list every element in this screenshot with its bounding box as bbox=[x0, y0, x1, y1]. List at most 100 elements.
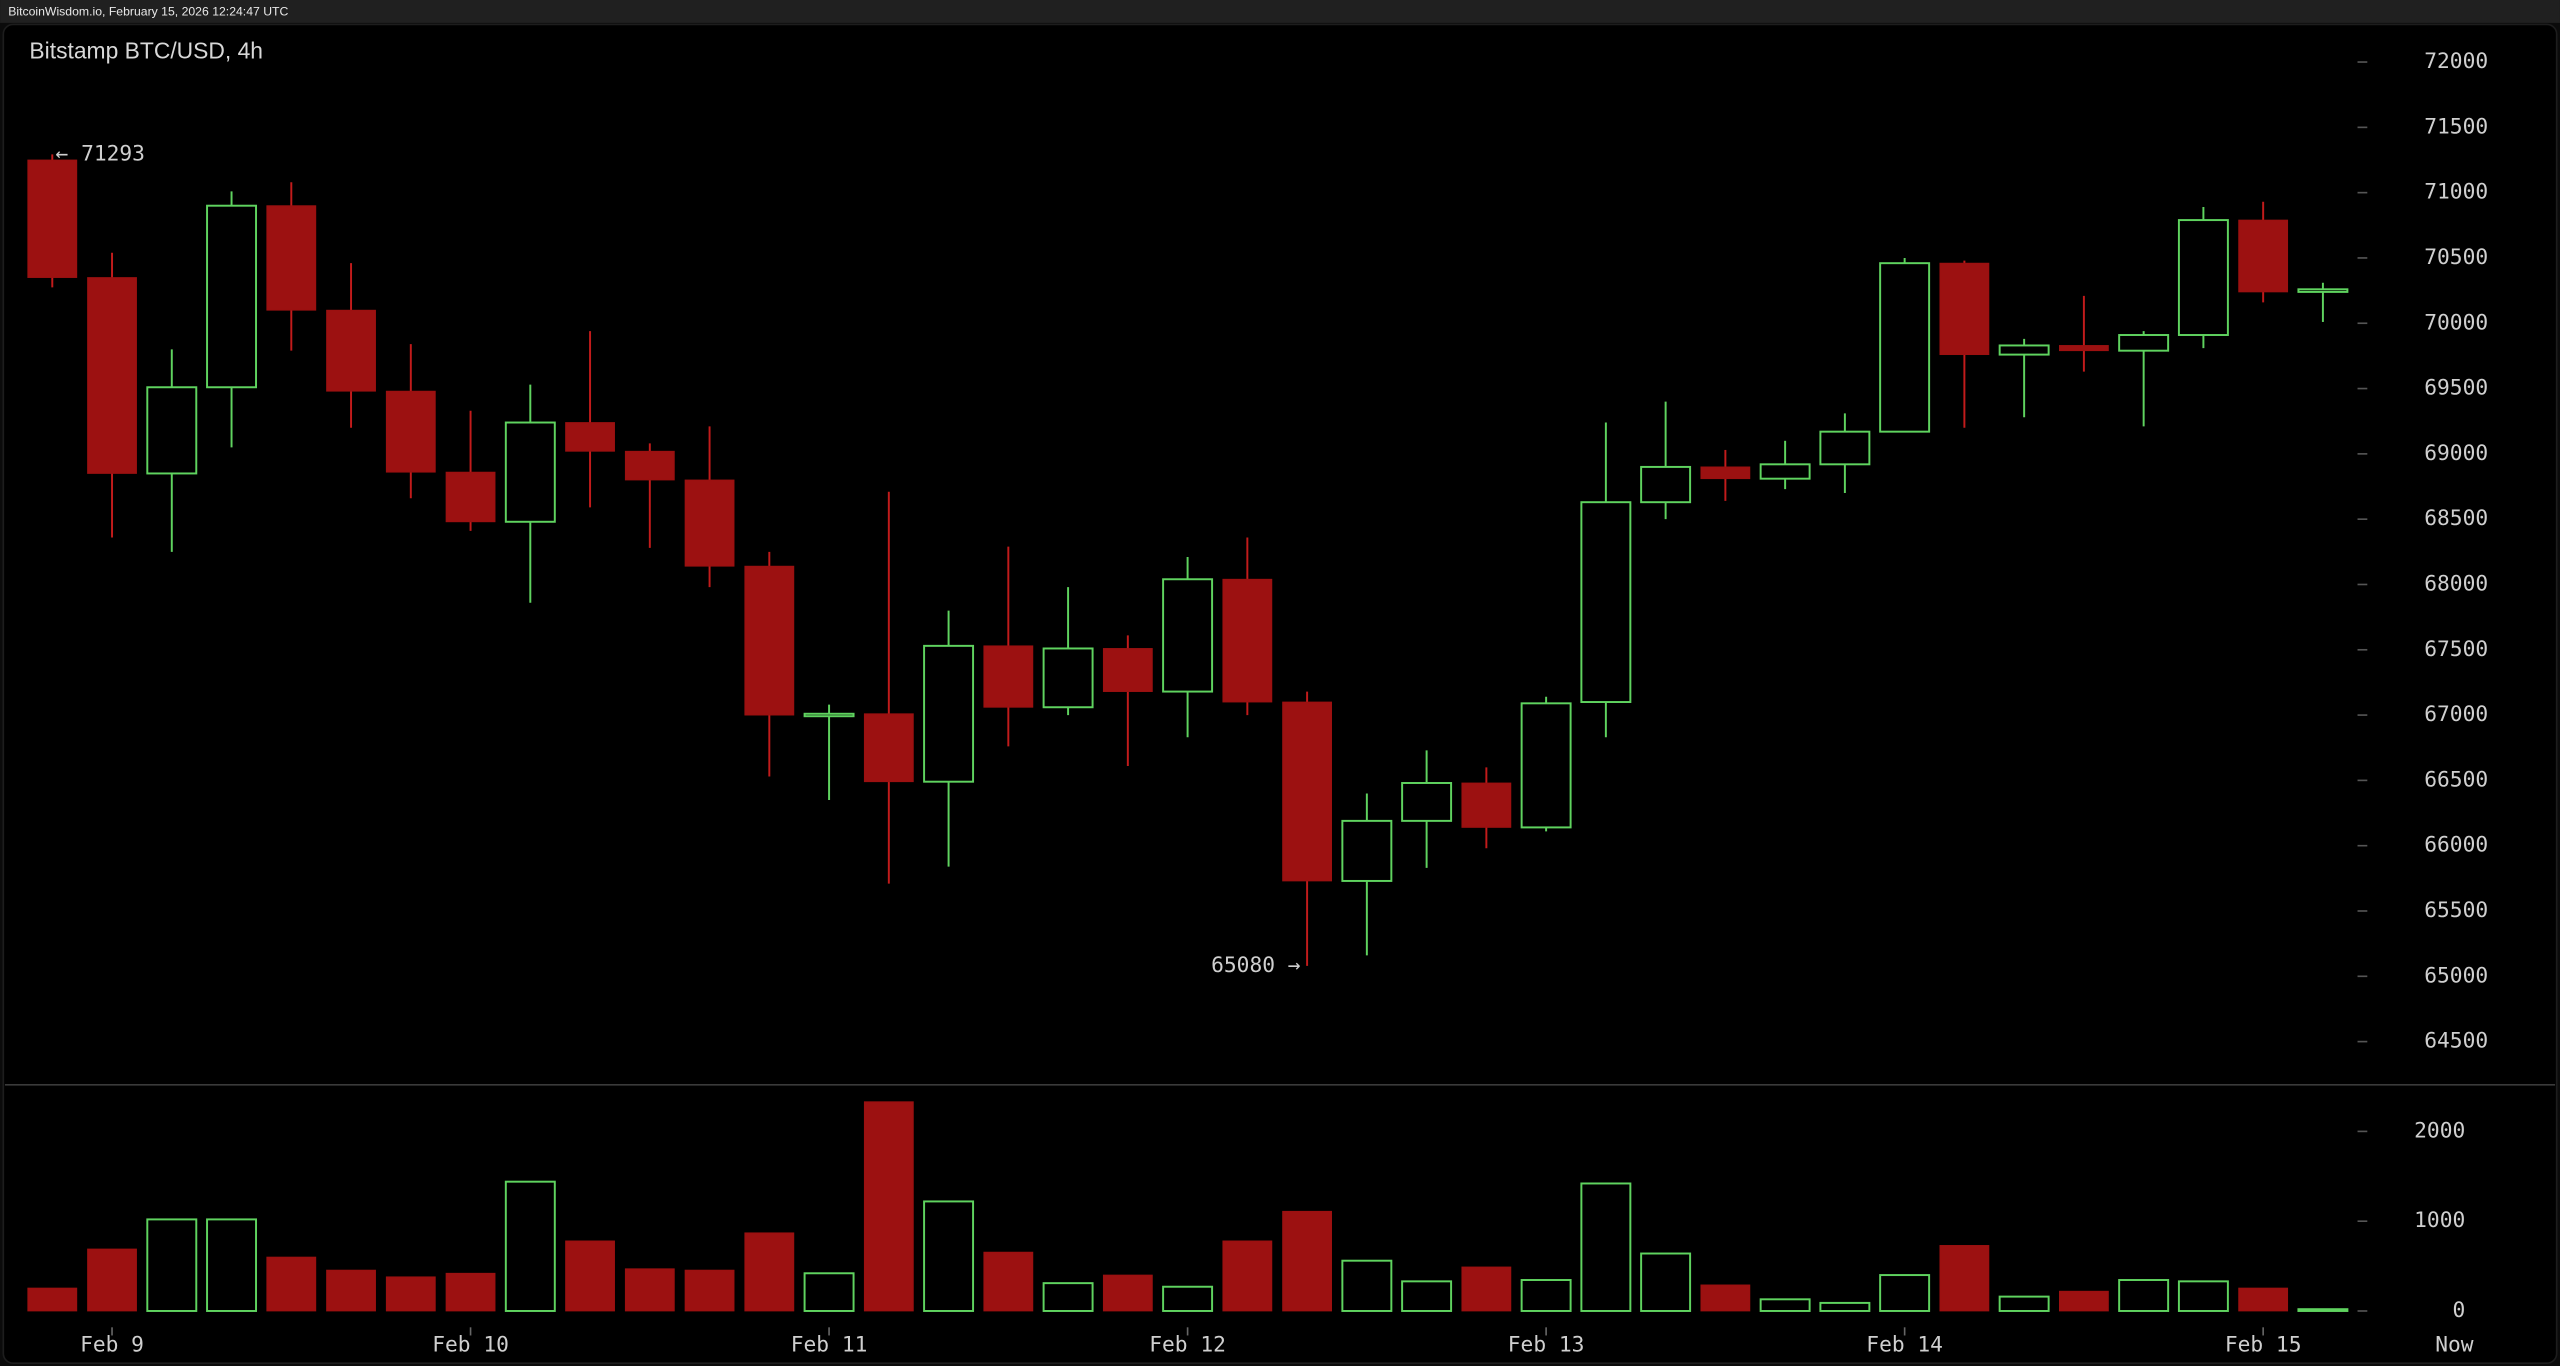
x-tick-label: Feb 11 bbox=[791, 1332, 868, 1357]
y-tick-label: 69000 bbox=[2424, 441, 2488, 466]
candle-body bbox=[1102, 648, 1153, 692]
candle-body bbox=[2177, 219, 2229, 336]
y-tick-label: 67500 bbox=[2424, 637, 2488, 662]
y-tick-label: 64500 bbox=[2424, 1029, 2488, 1054]
volume-bar bbox=[983, 1251, 1034, 1312]
candle-body bbox=[445, 471, 496, 523]
y-tick-label: 65500 bbox=[2424, 898, 2488, 923]
candle-body bbox=[146, 386, 198, 475]
y-tick-label: 71500 bbox=[2424, 114, 2488, 139]
candle-body bbox=[326, 309, 376, 392]
y-tick-label: 65000 bbox=[2424, 963, 2488, 988]
x-tick-label: Feb 15 bbox=[2225, 1332, 2302, 1357]
candle-body bbox=[1759, 463, 1811, 480]
low-annotation: 65080 → bbox=[1211, 953, 1301, 978]
high-annotation: ← 71293 bbox=[56, 141, 145, 166]
x-tick-label: Feb 13 bbox=[1508, 1332, 1585, 1357]
candle-body bbox=[1282, 701, 1332, 882]
candle-body bbox=[266, 205, 317, 311]
volume-bar bbox=[2177, 1280, 2229, 1312]
candle-body bbox=[1879, 262, 1931, 433]
candle-body bbox=[1461, 782, 1512, 828]
chart-panel bbox=[2, 23, 2558, 1365]
volume-bar bbox=[684, 1269, 735, 1312]
y-tick-label: 70500 bbox=[2424, 245, 2488, 270]
candle-body bbox=[2238, 219, 2289, 293]
x-tick-label: Feb 14 bbox=[1866, 1332, 1943, 1357]
volume-bar bbox=[266, 1256, 317, 1312]
y-tick-label: 0 bbox=[2452, 1298, 2465, 1323]
volume-bar bbox=[624, 1268, 675, 1312]
volume-bar bbox=[1461, 1266, 1512, 1312]
volume-bar bbox=[2297, 1308, 2349, 1312]
candle-body bbox=[87, 277, 137, 474]
y-tick-label: 68000 bbox=[2424, 571, 2488, 596]
candle-body bbox=[2058, 345, 2109, 352]
chart-title: Bitstamp BTC/USD, 4h bbox=[29, 37, 263, 63]
volume-bar bbox=[1939, 1245, 1990, 1312]
y-tick-label: 67000 bbox=[2424, 702, 2488, 727]
candle-body bbox=[1580, 501, 1632, 703]
volume-bar bbox=[1162, 1285, 1214, 1312]
volume-bar bbox=[27, 1287, 78, 1312]
x-tick-label: Feb 10 bbox=[432, 1332, 509, 1357]
volume-bar bbox=[2058, 1290, 2109, 1312]
candle-body bbox=[1819, 430, 1871, 466]
volume-bar bbox=[863, 1101, 914, 1312]
y-tick-label: 1000 bbox=[2414, 1208, 2465, 1233]
volume-bar bbox=[744, 1232, 795, 1312]
volume-bar bbox=[87, 1248, 137, 1312]
volume-bar bbox=[504, 1180, 556, 1312]
candle-body bbox=[1042, 647, 1094, 709]
now-label: Now bbox=[2435, 1332, 2474, 1357]
volume-bar bbox=[565, 1240, 615, 1312]
candle-body bbox=[624, 450, 675, 481]
volume-bar bbox=[1282, 1210, 1332, 1312]
y-tick-label: 68500 bbox=[2424, 506, 2488, 531]
candle-body bbox=[863, 713, 914, 783]
volume-bar bbox=[385, 1276, 436, 1312]
candle-body bbox=[1162, 578, 1214, 693]
candle-body bbox=[1939, 262, 1990, 356]
y-tick-label: 66000 bbox=[2424, 833, 2488, 858]
candle-body bbox=[983, 645, 1034, 708]
candle-body bbox=[684, 479, 735, 567]
candle-body bbox=[1640, 465, 1692, 504]
candle-body bbox=[744, 565, 795, 716]
candle-body bbox=[1341, 819, 1393, 882]
volume-bar bbox=[2118, 1279, 2170, 1312]
volume-bar bbox=[1879, 1274, 1931, 1312]
candle-body bbox=[27, 159, 78, 278]
volume-bar bbox=[1640, 1252, 1692, 1312]
volume-bar bbox=[146, 1218, 198, 1312]
y-tick-label: 2000 bbox=[2414, 1118, 2465, 1143]
candle-body bbox=[504, 421, 556, 523]
volume-bar bbox=[1222, 1240, 1273, 1312]
volume-bar bbox=[803, 1272, 855, 1312]
volume-bar bbox=[1759, 1298, 1811, 1312]
candle-body bbox=[385, 390, 436, 473]
volume-bar bbox=[1819, 1301, 1871, 1312]
volume-bar bbox=[326, 1269, 376, 1312]
x-tick-label: Feb 9 bbox=[80, 1332, 144, 1357]
volume-bar bbox=[923, 1200, 975, 1312]
candle-body bbox=[1700, 466, 1751, 480]
volume-bar bbox=[1580, 1182, 1632, 1312]
y-tick-label: 69500 bbox=[2424, 376, 2488, 401]
volume-bar bbox=[1341, 1259, 1393, 1312]
y-tick-label: 71000 bbox=[2424, 180, 2488, 205]
candle-body bbox=[923, 644, 975, 783]
candle-body bbox=[1401, 782, 1453, 822]
volume-bar bbox=[1520, 1279, 1572, 1312]
candle-body bbox=[1520, 702, 1572, 829]
y-tick-label: 70000 bbox=[2424, 310, 2488, 335]
candle-body bbox=[206, 204, 258, 389]
header-text: BitcoinWisdom.io, February 15, 2026 12:2… bbox=[8, 4, 288, 18]
candle-body bbox=[2118, 334, 2170, 352]
volume-bar bbox=[206, 1218, 258, 1312]
y-tick-label: 66500 bbox=[2424, 767, 2488, 792]
candle-body bbox=[1222, 578, 1273, 703]
top-bar bbox=[0, 0, 2560, 23]
